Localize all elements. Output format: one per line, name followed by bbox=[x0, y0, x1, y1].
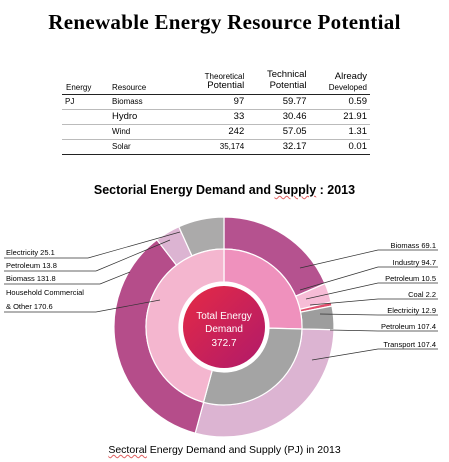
header-developed: Already Developed bbox=[328, 70, 367, 92]
technical-cell: 30.46 bbox=[282, 111, 307, 123]
leader-line bbox=[95, 239, 171, 272]
header-technical: Technical Potential bbox=[266, 69, 307, 91]
label-right-coal: Coal 2.2 bbox=[408, 290, 436, 299]
theoretical-cell: 35,174 bbox=[219, 142, 245, 152]
label-left-petroleum: Petroleum 13.8 bbox=[6, 261, 57, 270]
technical-cell: 59.77 bbox=[282, 96, 307, 108]
theoretical-cell: 33 bbox=[233, 111, 245, 123]
resource-cell: Hydro bbox=[112, 111, 138, 123]
leader-line bbox=[299, 266, 379, 291]
label-left-household-commercial: Household Commercial bbox=[6, 288, 84, 297]
developed-cell: 1.31 bbox=[348, 126, 368, 138]
theoretical-cell: 242 bbox=[228, 126, 245, 138]
leader-line bbox=[87, 231, 181, 259]
header-theoretical: Theoretical Potential bbox=[204, 71, 245, 91]
label-left--other: & Other 170.6 bbox=[6, 302, 53, 311]
technical-cell: 57.05 bbox=[282, 126, 307, 138]
table-row: PJ Biomass 97 59.77 0.59 bbox=[62, 94, 370, 110]
unit-cell: PJ bbox=[65, 97, 75, 107]
leader-line bbox=[299, 249, 379, 269]
leader-line bbox=[309, 298, 379, 306]
resource-cell: Biomass bbox=[112, 97, 143, 107]
leader-line bbox=[319, 313, 379, 316]
resource-cell: Solar bbox=[112, 142, 131, 152]
header-energy: Energy bbox=[66, 82, 92, 92]
label-right-industry: Industry 94.7 bbox=[393, 258, 436, 267]
center-text-1: Total Energy bbox=[196, 311, 252, 322]
developed-cell: 0.01 bbox=[348, 141, 368, 153]
table-row: Wind 242 57.05 1.31 bbox=[62, 124, 370, 140]
leader-line bbox=[329, 329, 379, 332]
main-title: Renewable Energy Resource Potential bbox=[48, 10, 401, 34]
developed-cell: 0.59 bbox=[348, 96, 368, 108]
label-right-petroleum: Petroleum 107.4 bbox=[381, 322, 436, 331]
leader-line bbox=[311, 348, 379, 361]
technical-cell: 32.17 bbox=[282, 141, 307, 153]
chart-caption: Sectoral Energy Demand and Supply (PJ) i… bbox=[108, 444, 341, 456]
center-text-2: Demand bbox=[205, 324, 243, 335]
table-row: Hydro 33 30.46 21.91 bbox=[62, 109, 370, 125]
table-row: Solar 35,174 32.17 0.01 bbox=[62, 139, 370, 155]
theoretical-cell: 97 bbox=[233, 96, 245, 108]
header-resource: Resource bbox=[112, 82, 147, 92]
label-left-electricity: Electricity 25.1 bbox=[6, 248, 55, 257]
leader-line bbox=[95, 299, 161, 313]
leader-line bbox=[99, 271, 131, 285]
developed-cell: 21.91 bbox=[343, 111, 367, 123]
label-right-electricity: Electricity 12.9 bbox=[387, 306, 436, 315]
label-left-biomass: Biomass 131.8 bbox=[6, 274, 56, 283]
resource-cell: Wind bbox=[112, 127, 131, 137]
label-right-petroleum: Petroleum 10.5 bbox=[385, 274, 436, 283]
center-text-3: 372.7 bbox=[211, 338, 236, 349]
resource-potential-table: Energy Resource Theoretical Potential Te… bbox=[62, 69, 370, 155]
table-header-row: Energy Resource Theoretical Potential Te… bbox=[62, 69, 370, 95]
leader-line bbox=[305, 282, 379, 300]
chart-title: Sectorial Energy Demand and Supply : 201… bbox=[93, 183, 356, 197]
label-right-transport: Transport 107.4 bbox=[383, 340, 436, 349]
center-disc bbox=[183, 286, 265, 368]
label-right-biomass: Biomass 69.1 bbox=[391, 241, 436, 250]
